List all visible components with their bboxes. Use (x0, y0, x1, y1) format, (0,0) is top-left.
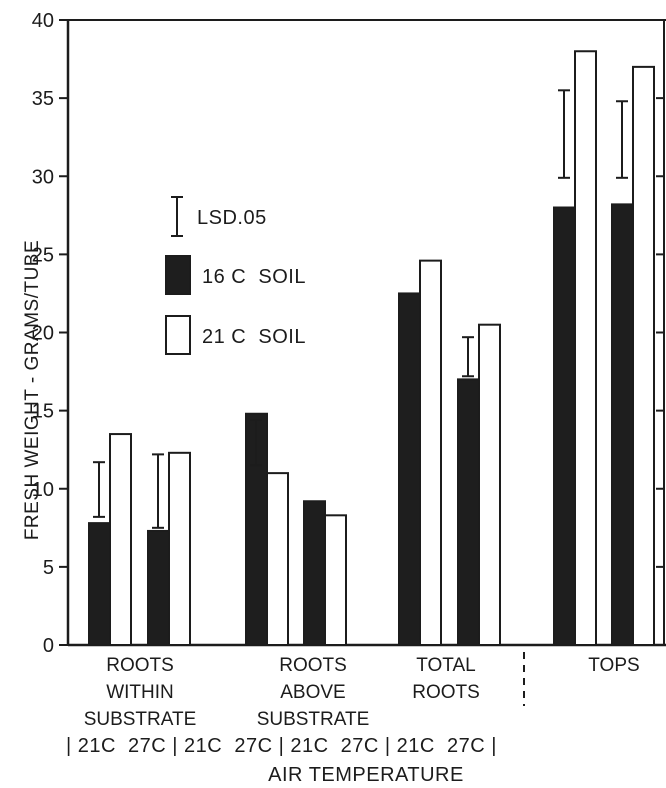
legend-lsd-icon (171, 196, 183, 237)
group-label-line: ABOVE (280, 682, 345, 703)
bar (574, 50, 597, 646)
y-axis-title: FRESH WEIGHT - GRAMS/TUBE (22, 240, 43, 540)
group-label-line: ROOTS (412, 682, 480, 703)
bar (553, 206, 576, 646)
y-tick-label: 30 (32, 166, 54, 188)
air-temperature-row: | 21C 27C | 21C 27C | 21C 27C | 21C 27C … (66, 735, 497, 757)
bars (88, 50, 655, 646)
legend-label-21c: 21 C SOIL (202, 326, 306, 348)
bar (266, 472, 289, 646)
bar (611, 203, 634, 646)
bar (147, 529, 170, 646)
y-tick-label: 35 (32, 88, 54, 110)
bar (109, 433, 132, 646)
lsd-error-bar (558, 89, 570, 179)
legend-lsd-label: LSD.05 (197, 207, 267, 229)
y-tick-label: 10 (32, 479, 54, 501)
bar (168, 451, 191, 646)
lsd-error-bar (152, 453, 164, 529)
legend-label-16c: 16 C SOIL (202, 266, 306, 288)
group-label-line: SUBSTRATE (84, 709, 197, 730)
group-labels: ROOTS WITHIN SUBSTRATE ROOTS ABOVE SUBSTRATE T… (84, 655, 640, 730)
bar (324, 514, 347, 646)
group-label-line: WITHIN (106, 682, 174, 703)
group-label-line: TOPS (588, 655, 639, 676)
legend: LSD.05 16 C SOIL 21 C SOIL (165, 196, 306, 355)
y-ticks: 0 5 10 15 20 25 30 35 40 (32, 10, 664, 657)
legend-swatch-21c (165, 315, 191, 355)
group-label-line: SUBSTRATE (257, 709, 370, 730)
group-label-line: ROOTS (106, 655, 174, 676)
legend-swatch-16c (165, 255, 191, 295)
y-tick-label: 25 (32, 244, 54, 266)
y-tick-label: 5 (43, 557, 54, 579)
group-label-line: TOTAL (416, 655, 475, 676)
bar (303, 500, 326, 646)
y-tick-label: 15 (32, 401, 54, 423)
bar (457, 378, 480, 646)
lsd-error-bar (93, 461, 105, 518)
lsd-error-bar (616, 100, 628, 179)
x-axis-title: AIR TEMPERATURE (268, 764, 464, 786)
bar (478, 323, 501, 646)
y-tick-label: 40 (32, 10, 54, 32)
lsd-error-bars (93, 89, 628, 529)
bar (632, 65, 655, 646)
lsd-error-bar (250, 419, 262, 467)
bar (88, 522, 111, 646)
lsd-error-bar (462, 336, 474, 378)
y-tick-label: 20 (32, 323, 54, 345)
y-tick-label: 0 (43, 635, 54, 657)
bar (419, 259, 442, 646)
bar (398, 292, 421, 646)
group-label-line: ROOTS (279, 655, 347, 676)
